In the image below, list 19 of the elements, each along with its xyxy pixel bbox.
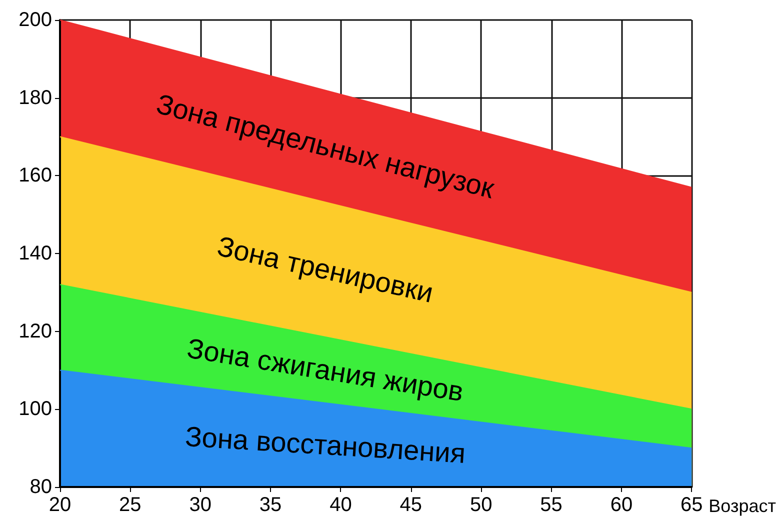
- series-label: Зона тренировки: [214, 230, 436, 309]
- x-tick-label: 45: [400, 494, 422, 516]
- y-tick-label: 200: [18, 9, 52, 31]
- x-axis-title: Возраст: [708, 496, 776, 516]
- x-tick-label: 55: [540, 494, 562, 516]
- series-label: Зона сжигания жиров: [184, 332, 466, 408]
- y-tick-label: 140: [18, 242, 52, 264]
- y-tick-label: 100: [18, 398, 52, 420]
- y-tick-label: 160: [18, 164, 52, 187]
- x-tick-label: 35: [259, 494, 282, 516]
- x-tick-label: 40: [330, 494, 352, 516]
- series-label: Зона восстановления: [184, 420, 466, 470]
- x-tick-label: 25: [119, 494, 142, 516]
- x-tick-label: 60: [610, 494, 633, 516]
- x-tick-label: 50: [470, 494, 492, 516]
- y-tick-label: 180: [18, 86, 52, 109]
- x-tick-label: 30: [189, 494, 212, 516]
- y-tick-label: 120: [18, 320, 52, 342]
- x-tick-label: 65: [680, 494, 703, 516]
